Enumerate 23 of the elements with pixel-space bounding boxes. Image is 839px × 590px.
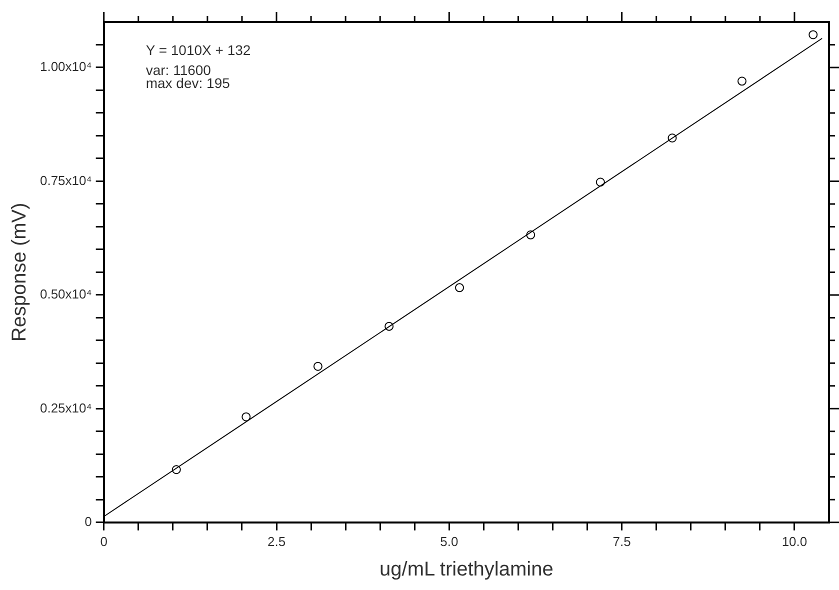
point xyxy=(808,30,818,40)
y-tick-label: 0.75x10⁴ xyxy=(40,172,92,188)
annotation: Y = 1010X + 132 xyxy=(146,42,251,58)
x-tick-label: 10.0 xyxy=(782,534,808,549)
point xyxy=(384,322,394,331)
x-axis-title: ug/mL triethylamine xyxy=(380,558,554,581)
point xyxy=(526,230,536,240)
point xyxy=(313,362,322,371)
point xyxy=(596,178,605,187)
point xyxy=(668,134,677,142)
x-tick-label: 0 xyxy=(100,534,108,549)
x-tick-label: 7.5 xyxy=(612,534,631,549)
y-axis-title: Response (mV) xyxy=(8,202,31,342)
point xyxy=(172,465,181,474)
point xyxy=(242,412,251,422)
y-tick-label: 1.00x10⁴ xyxy=(40,59,92,74)
y-tick-label: 0.25x10⁴ xyxy=(40,400,92,416)
y-tick-label: 0.50x10⁴ xyxy=(40,286,92,302)
point xyxy=(455,283,464,292)
x-tick-label: 5.0 xyxy=(440,534,458,549)
point xyxy=(737,76,746,86)
y-tick-label: 0 xyxy=(84,514,92,529)
x-tick-label: 2.5 xyxy=(267,534,286,549)
